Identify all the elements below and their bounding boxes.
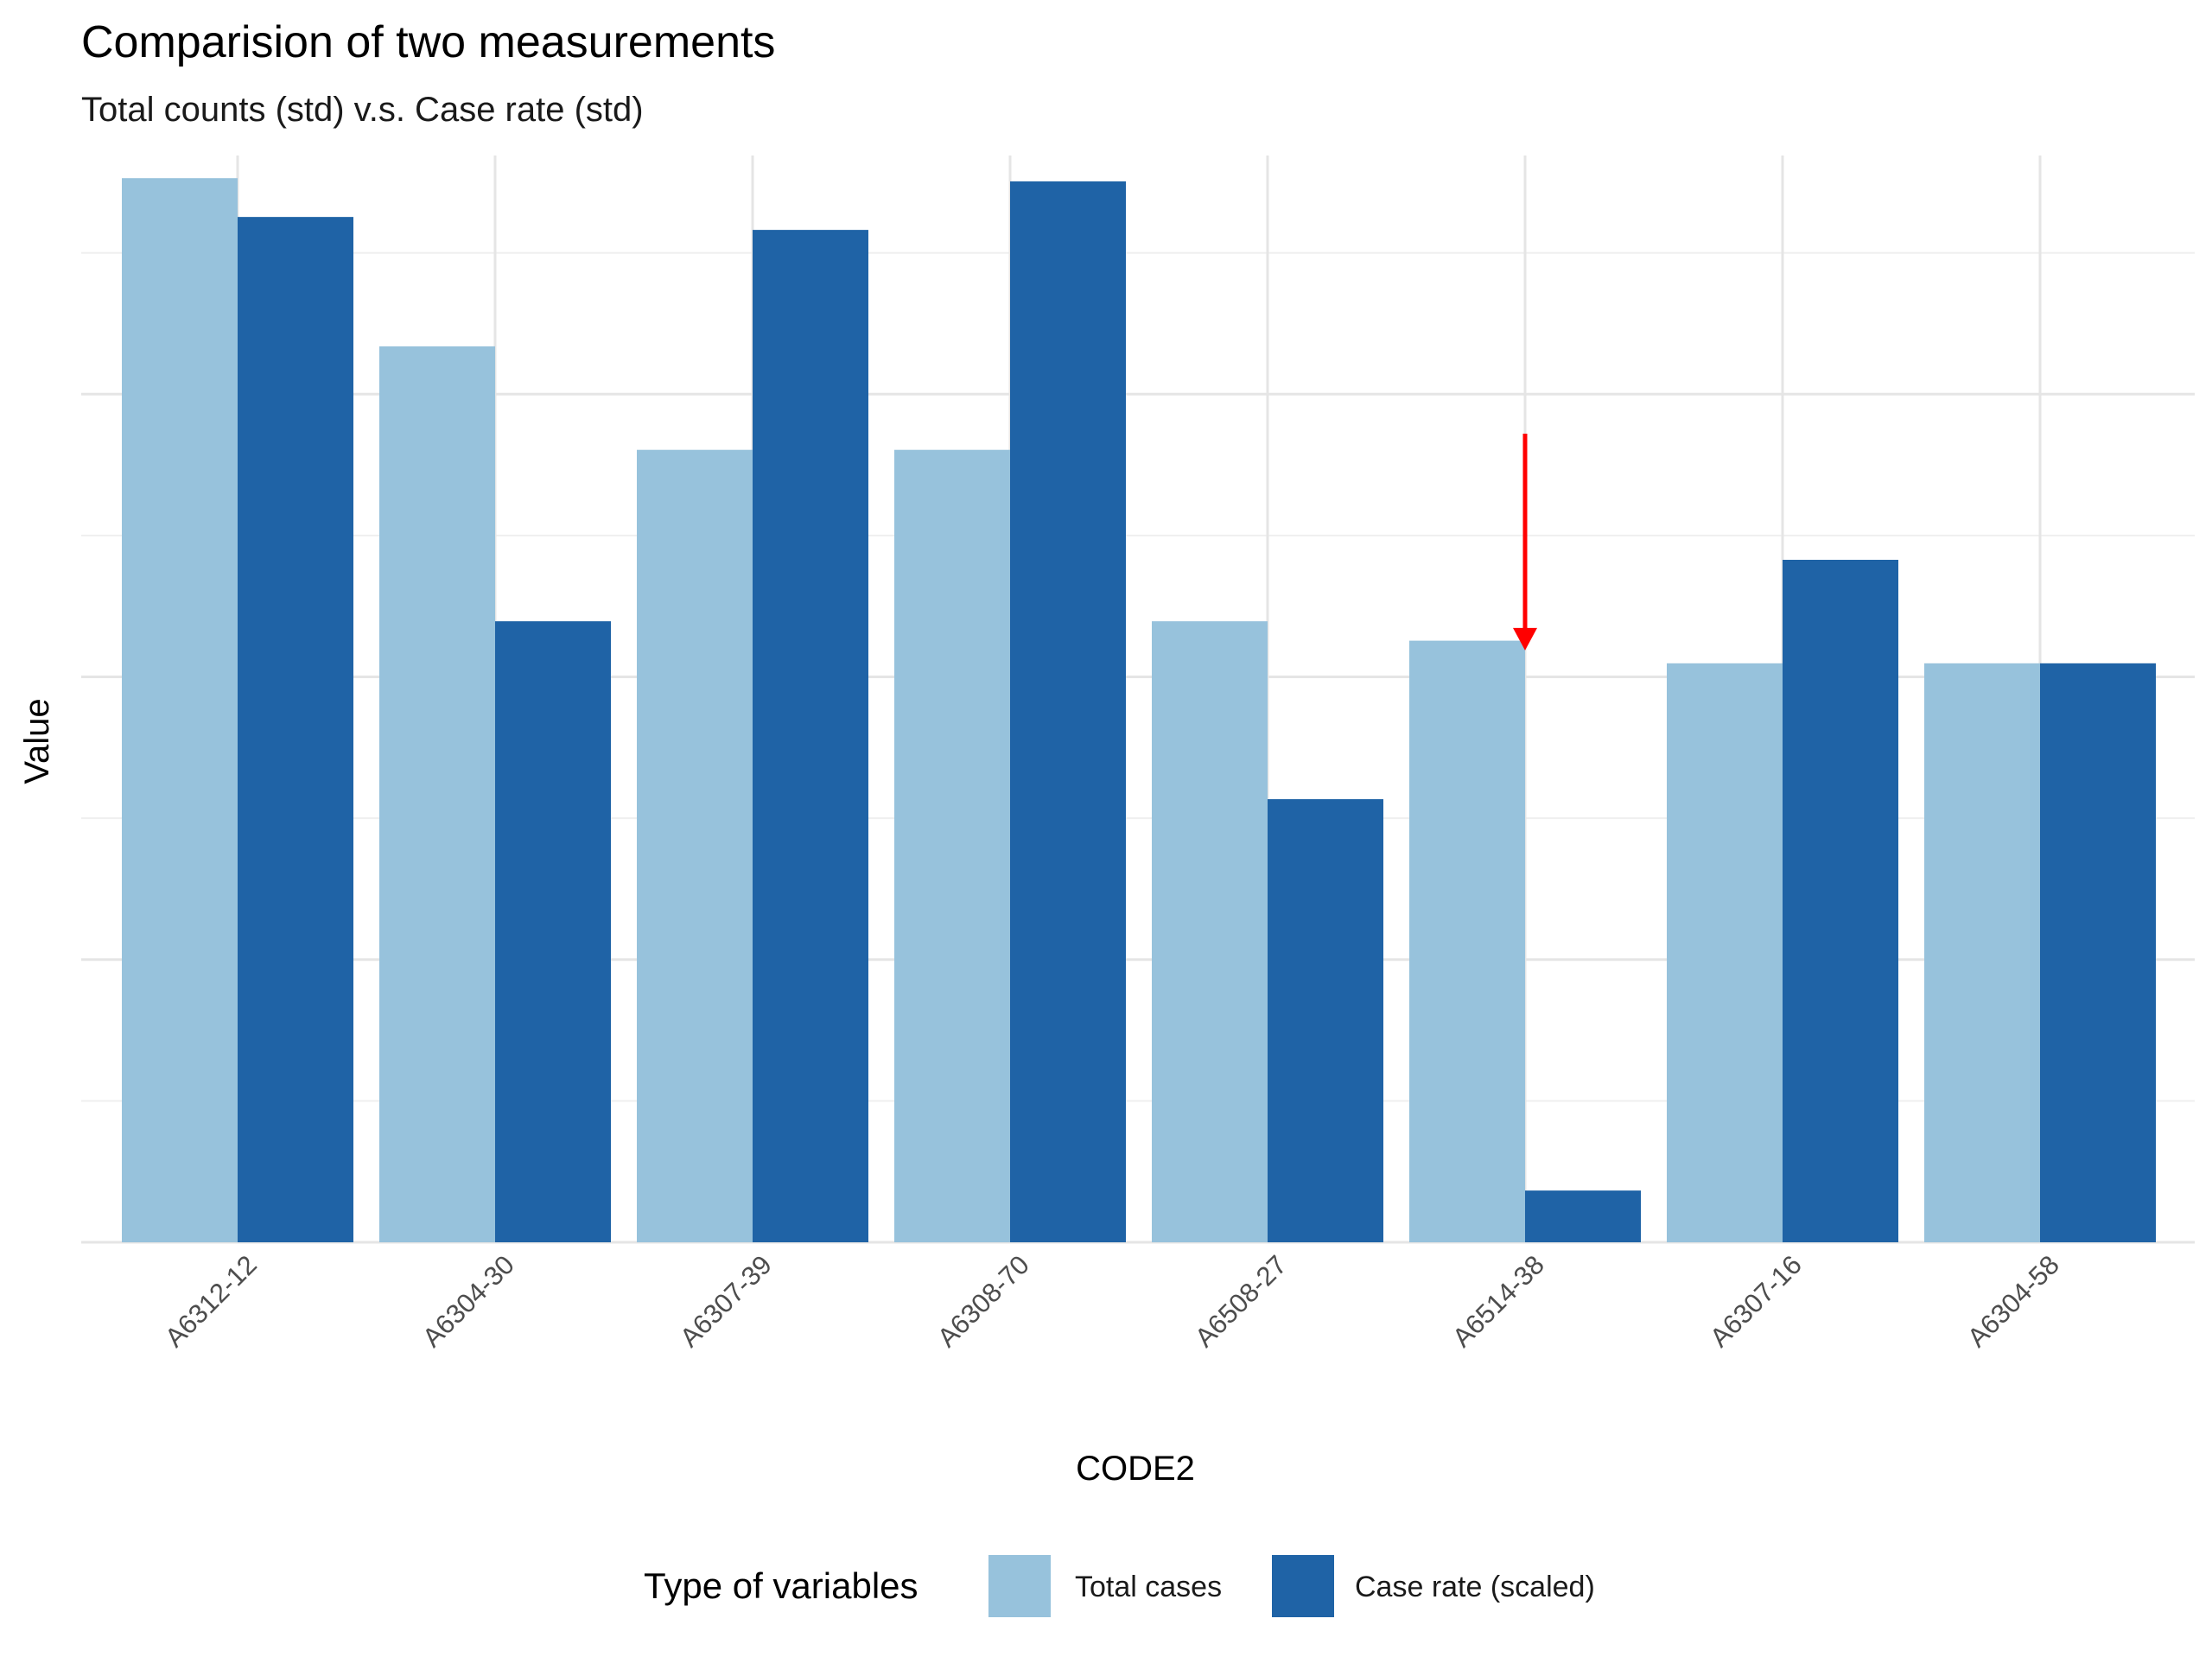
y-axis-title: Value [18, 698, 56, 784]
bar-case-rate-A6304-58 [2040, 663, 2156, 1242]
x-tick-label-A6304-30: A6304-30 [416, 1249, 520, 1353]
bar-case-rate-A6304-30 [495, 621, 611, 1242]
x-tick-label-A6312-12: A6312-12 [159, 1249, 263, 1353]
annotation-arrow-head [1513, 627, 1537, 651]
legend: Type of variables Total cases Case rate … [644, 1555, 1595, 1617]
bar-total-cases-A6514-38 [1409, 640, 1525, 1242]
bar-case-rate-A6312-12 [238, 217, 353, 1242]
x-tick-label-A6307-39: A6307-39 [674, 1249, 778, 1353]
bar-total-cases-A6307-39 [637, 449, 753, 1242]
bar-case-rate-A6508-27 [1268, 799, 1383, 1242]
bar-case-rate-A6307-16 [1783, 560, 1898, 1242]
x-tick-label-A6304-58: A6304-58 [1961, 1249, 2065, 1353]
bar-total-cases-A6308-70 [894, 449, 1010, 1242]
x-tick-label-A6307-16: A6307-16 [1704, 1249, 1808, 1353]
bar-total-cases-A6304-30 [379, 346, 495, 1242]
bar-total-cases-A6307-16 [1667, 663, 1783, 1242]
legend-key-case-rate [1272, 1555, 1334, 1617]
legend-key-total-cases [988, 1555, 1051, 1617]
chart-subtitle: Total counts (std) v.s. Case rate (std) [81, 91, 644, 129]
annotation-layer [1513, 433, 1537, 651]
bars-layer [122, 178, 2156, 1243]
x-tick-label-A6514-38: A6514-38 [1446, 1249, 1550, 1353]
x-tick-label-A6308-70: A6308-70 [931, 1249, 1035, 1353]
x-tick-label-A6508-27: A6508-27 [1189, 1249, 1293, 1353]
bar-case-rate-A6514-38 [1525, 1190, 1641, 1242]
legend-label-total-cases: Total cases [1075, 1571, 1222, 1603]
x-ticks-layer: A6312-12 A6304-30 A6307-39 A6308-70 A6508-27… [159, 1249, 2065, 1353]
bar-total-cases-A6508-27 [1152, 621, 1268, 1242]
legend-label-case-rate: Case rate (scaled) [1355, 1571, 1595, 1603]
legend-title: Type of variables [644, 1565, 918, 1606]
bar-total-cases-A6304-58 [1924, 663, 2040, 1242]
bar-total-cases-A6312-12 [122, 178, 238, 1242]
bar-case-rate-A6307-39 [753, 230, 868, 1243]
x-axis-title: CODE2 [1076, 1450, 1195, 1488]
chart-title: Comparision of two measurements [81, 17, 775, 67]
bar-case-rate-A6308-70 [1010, 181, 1126, 1242]
